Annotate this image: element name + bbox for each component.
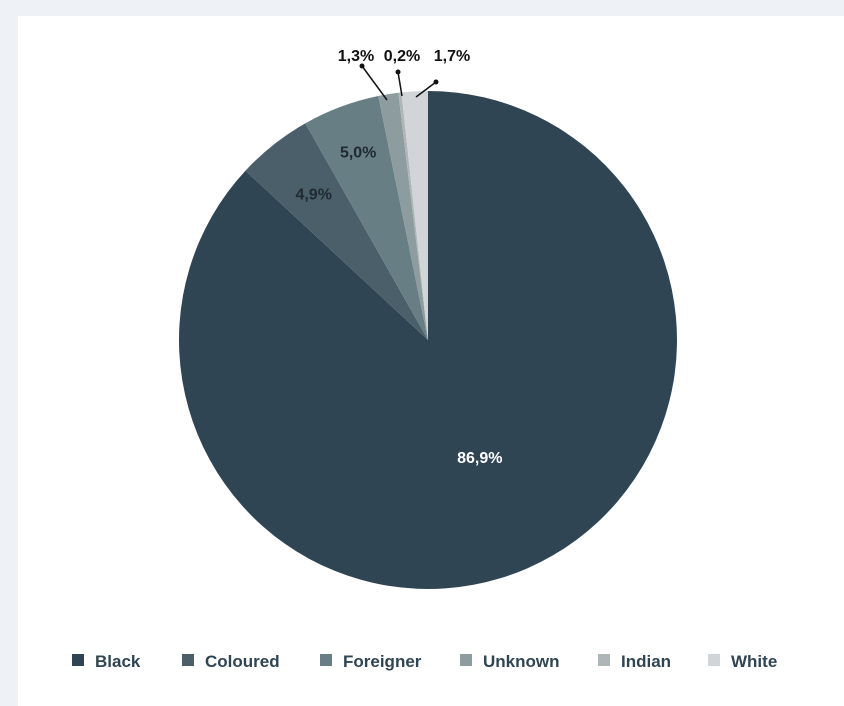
legend-swatch-indian [598,654,610,666]
legend-swatch-foreigner [320,654,332,666]
slice-label-black: 86,9% [457,450,502,467]
legend-label-indian: Indian [621,652,671,671]
legend-item-coloured: Coloured [182,652,280,671]
legend-label-white: White [731,652,777,671]
legend-item-white: White [708,652,777,671]
leader-dot-unknown [359,63,365,69]
leader-line-white [415,81,437,98]
legend-swatch-coloured [182,654,194,666]
slice-labels: 86,9% 4,9% 5,0% 1,3% 0,2% 1,7% [295,48,502,467]
legend: Black Coloured Foreigner Unknown Indian White [72,652,777,671]
leader-line-unknown [361,65,388,101]
leader-dot-white [433,79,439,85]
legend-label-black: Black [95,652,141,671]
slice-label-coloured: 4,9% [295,187,331,204]
pie-slice-foreigner [305,96,428,341]
legend-label-coloured: Coloured [205,652,280,671]
slice-label-foreigner: 5,0% [340,145,376,162]
slice-label-unknown: 1,3% [338,48,374,65]
legend-swatch-black [72,654,84,666]
leader-dot-indian [395,69,401,75]
legend-item-foreigner: Foreigner [320,652,422,671]
legend-label-foreigner: Foreigner [343,652,422,671]
leader-line-indian [397,71,403,97]
slice-label-white: 1,7% [434,48,470,65]
pie-slice-white [401,91,428,340]
legend-swatch-white [708,654,720,666]
legend-item-unknown: Unknown [460,652,560,671]
legend-item-indian: Indian [598,652,671,671]
pie-slice-unknown [378,92,428,340]
legend-item-black: Black [72,652,141,671]
pie-slice-coloured [245,123,428,340]
pie-slice-black [178,91,677,590]
leader-lines [359,63,439,101]
pie-slice-indian [398,92,428,341]
legend-label-unknown: Unknown [483,652,560,671]
legend-swatch-unknown [460,654,472,666]
pie-slices [178,91,677,590]
slice-label-indian: 0,2% [384,48,420,65]
